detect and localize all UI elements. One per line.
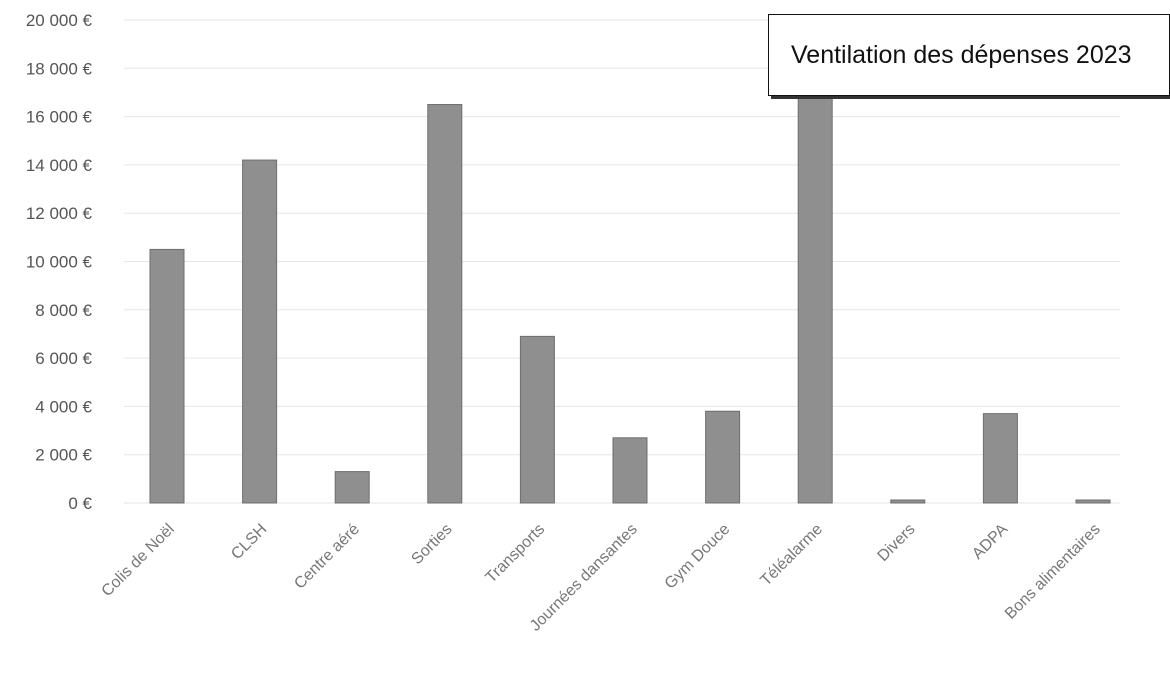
chart-title-box: Ventilation des dépenses 2023 [768, 14, 1170, 96]
y-tick-label: 4 000 € [35, 397, 92, 416]
bar [705, 410, 741, 504]
x-category-label: Gym Douce [662, 521, 734, 593]
x-category-label: ADPA [969, 521, 1011, 563]
bar [519, 335, 555, 504]
bar [242, 159, 278, 504]
y-tick-label: 12 000 € [26, 204, 93, 223]
x-axis-labels: Colis de Noël CLSH Centre aéré Sorties Trans… [99, 521, 1104, 635]
y-tick-label: 8 000 € [35, 301, 92, 320]
x-category-label: Divers [875, 521, 919, 565]
y-tick-label: 2 000 € [35, 446, 92, 465]
y-axis-ticks: 0 € 2 000 € 4 000 € 6 000 € 8 000 € 10 000 € 1… [26, 11, 93, 513]
y-tick-label: 16 000 € [26, 108, 93, 127]
x-category-label: Transports [483, 521, 549, 587]
x-category-label: Sorties [408, 521, 455, 568]
bars [149, 79, 1111, 504]
x-category-label: Colis de Noël [99, 521, 178, 600]
y-tick-label: 14 000 € [26, 156, 93, 175]
y-tick-label: 20 000 € [26, 11, 93, 30]
x-category-label: Téléalarme [757, 521, 826, 590]
x-category-label: Centre aéré [291, 521, 363, 593]
y-tick-label: 6 000 € [35, 349, 92, 368]
bar [149, 248, 185, 504]
y-tick-label: 0 € [68, 494, 92, 513]
bar [982, 413, 1018, 504]
bar [1075, 499, 1111, 504]
bar [427, 104, 463, 504]
x-category-label: Bons alimentaires [1002, 521, 1104, 623]
bar [890, 499, 926, 504]
x-category-label: Journées dansantes [527, 521, 641, 635]
bar [612, 437, 648, 504]
x-category-label: CLSH [228, 521, 270, 563]
bar [797, 79, 833, 504]
chart-title: Ventilation des dépenses 2023 [791, 40, 1132, 69]
y-tick-label: 10 000 € [26, 253, 93, 272]
y-tick-label: 18 000 € [26, 59, 93, 78]
bar [334, 471, 370, 504]
